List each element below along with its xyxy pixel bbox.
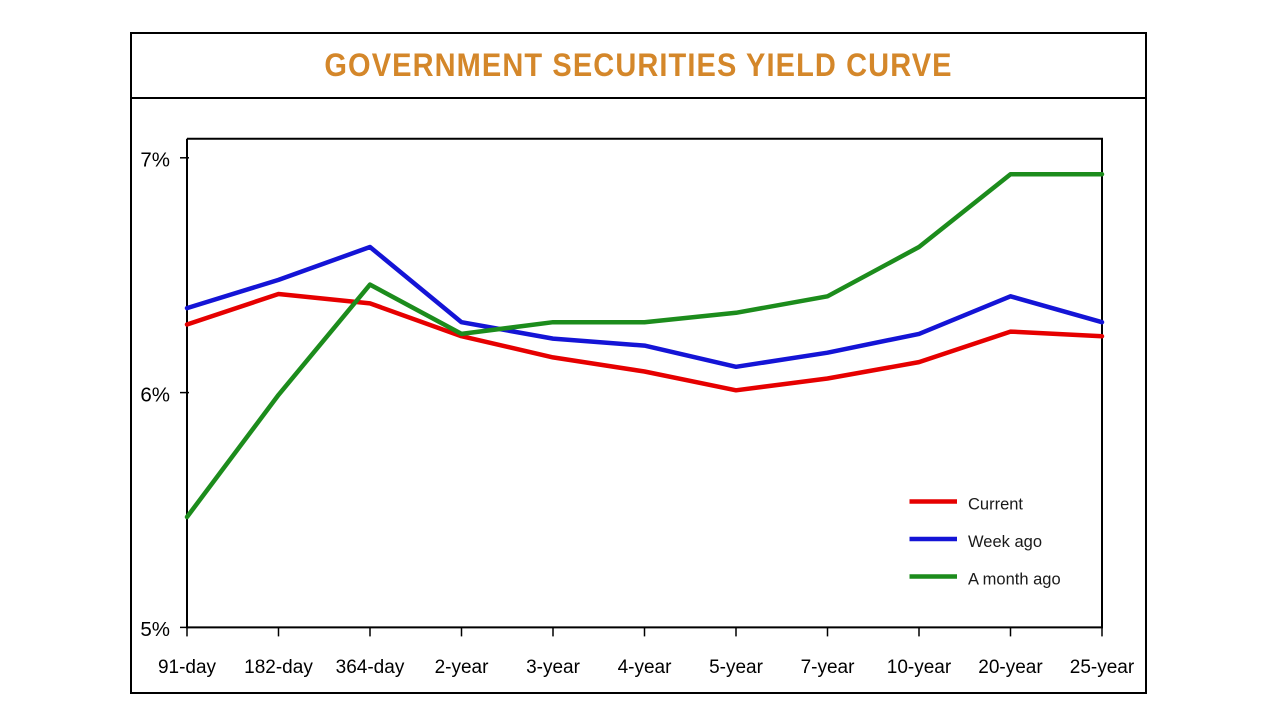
svg-text:2-year: 2-year: [435, 657, 490, 678]
svg-text:25-year: 25-year: [1070, 657, 1135, 678]
svg-text:Current: Current: [968, 496, 1023, 514]
svg-text:3-year: 3-year: [526, 657, 581, 678]
svg-text:10-year: 10-year: [887, 657, 952, 678]
svg-text:182-day: 182-day: [244, 657, 313, 678]
svg-text:20-year: 20-year: [978, 657, 1043, 678]
svg-text:364-day: 364-day: [336, 657, 405, 678]
svg-text:7%: 7%: [140, 149, 170, 172]
svg-text:A month ago: A month ago: [968, 571, 1061, 589]
svg-text:4-year: 4-year: [618, 657, 673, 678]
svg-text:91-day: 91-day: [158, 657, 217, 678]
svg-text:5%: 5%: [140, 618, 170, 641]
svg-text:7-year: 7-year: [801, 657, 856, 678]
svg-text:6%: 6%: [140, 384, 170, 407]
svg-text:Week ago: Week ago: [968, 533, 1042, 551]
svg-text:5-year: 5-year: [709, 657, 764, 678]
